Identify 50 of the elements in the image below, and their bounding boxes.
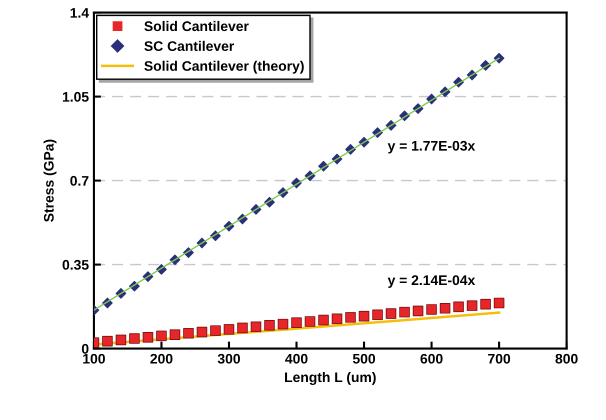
point (156, 330, 167, 342)
point (278, 318, 288, 330)
point (210, 325, 221, 336)
x-tick-label: 500 (352, 354, 376, 364)
y-tick-label: 1.4 (70, 8, 89, 18)
annotation: y = 1.77E-03x (388, 140, 476, 154)
point (142, 332, 154, 343)
point (196, 326, 208, 338)
point (304, 316, 316, 327)
legend-label: Solid Cantilever (theory) (144, 60, 304, 74)
x-tick-label: 800 (555, 354, 578, 364)
point (412, 306, 424, 316)
point (426, 304, 437, 315)
point (250, 321, 262, 332)
x-axis-title: Length L (um) (285, 372, 376, 385)
annotation: y = 2.14E-04x (388, 275, 476, 288)
point (264, 320, 275, 331)
point (183, 328, 194, 339)
x-tick-label: 200 (150, 354, 172, 364)
point (237, 322, 248, 334)
point (345, 312, 356, 323)
y-axis-title: Stress (GPa) (44, 140, 56, 222)
point (480, 298, 491, 310)
point (291, 317, 302, 328)
x-tick-label: 400 (285, 354, 308, 364)
x-tick-label: 700 (488, 354, 510, 364)
point (129, 333, 140, 344)
y-tick-label: 0 (82, 344, 88, 354)
point (170, 329, 180, 340)
x-tick-label: 300 (218, 354, 240, 364)
y-tick-label: 0.35 (62, 260, 89, 270)
legend-label: SC Cantilever (144, 40, 234, 52)
point (224, 324, 234, 335)
point (440, 303, 450, 314)
point (102, 336, 113, 346)
point (116, 334, 126, 346)
point (494, 298, 504, 308)
legend-label: Solid Cantilever (144, 20, 249, 32)
point (318, 314, 329, 326)
x-tick-label: 100 (83, 354, 105, 364)
point (399, 306, 410, 318)
point (358, 310, 370, 322)
y-tick-label: 1.05 (62, 92, 89, 102)
point (332, 314, 342, 324)
point (372, 309, 383, 320)
point (386, 308, 396, 319)
point (466, 300, 478, 311)
x-tick-label: 600 (420, 354, 443, 364)
point (453, 302, 464, 312)
y-tick-label: 0.7 (70, 176, 88, 186)
